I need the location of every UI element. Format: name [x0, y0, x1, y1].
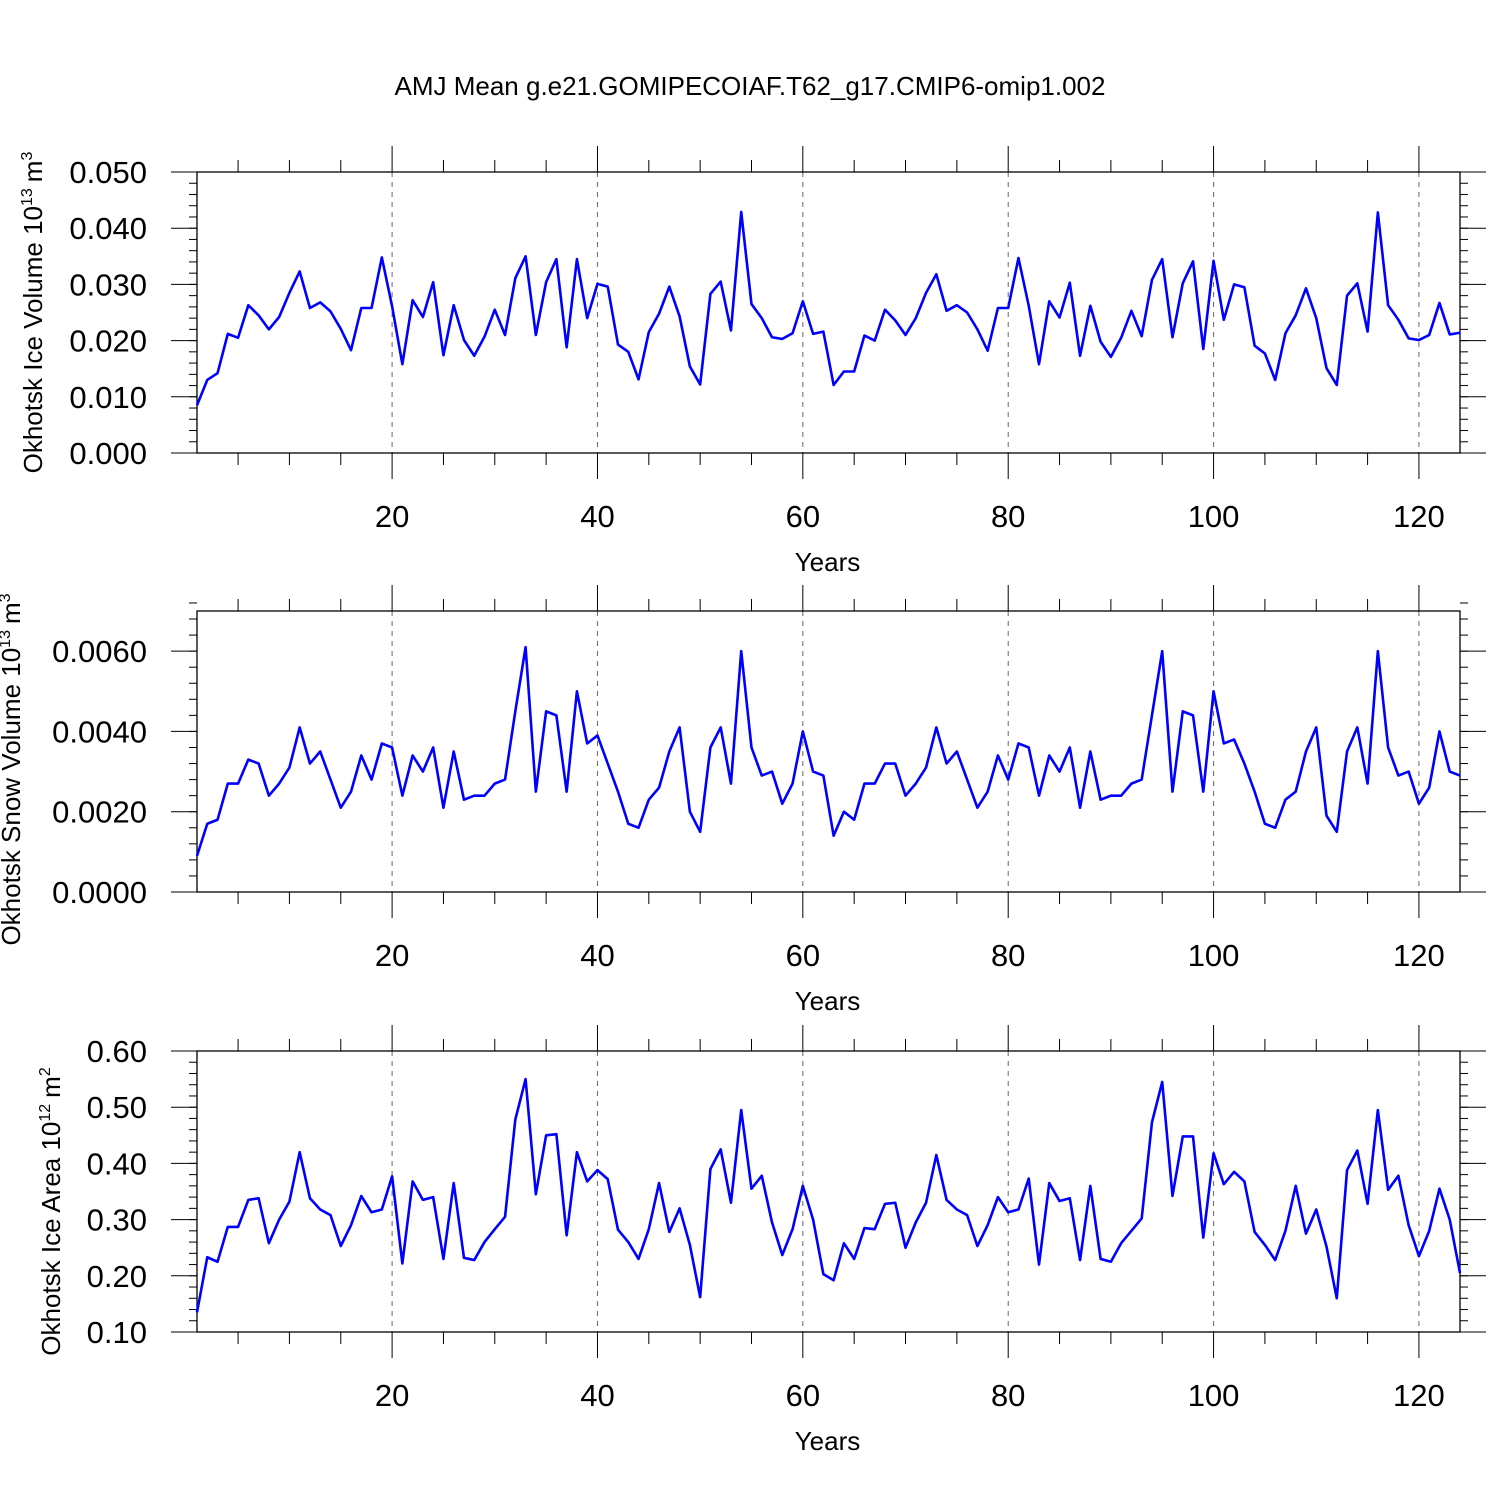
x-tick-label: 100 [1188, 499, 1240, 534]
series-line [195, 1077, 1462, 1313]
y-tick-label: 0.0040 [52, 714, 147, 749]
x-tick-label: 80 [991, 938, 1025, 973]
y-axis-label-base: Okhotsk Snow Volume 10 [0, 648, 26, 946]
x-axis-label: Years [795, 547, 861, 577]
y-tick-label: 0.60 [87, 1034, 147, 1069]
y-tick-label: 0.030 [69, 267, 147, 302]
x-tick-label: 80 [991, 1378, 1025, 1413]
y-axis-label: Okhotsk Ice Area 1012 m2 [36, 1067, 66, 1356]
y-axis-label: Okhotsk Snow Volume 1013 m3 [0, 593, 26, 945]
plot-frame [196, 171, 1461, 454]
y-tick-label: 0.30 [87, 1203, 147, 1238]
y-tick-label: 0.20 [87, 1259, 147, 1294]
y-tick-label: 0.0060 [52, 634, 147, 669]
y-tick-label: 0.010 [69, 380, 147, 415]
x-tick-label: 120 [1393, 499, 1445, 534]
y-tick-label: 0.050 [69, 155, 147, 190]
x-tick-label: 120 [1393, 1378, 1445, 1413]
y-tick-label: 0.0020 [52, 795, 147, 830]
y-axis-label-unit-exponent: 3 [0, 593, 14, 602]
y-tick-label: 0.020 [69, 324, 147, 359]
y-tick-label: 0.50 [87, 1090, 147, 1125]
y-axis-label-unit: m [36, 1076, 66, 1098]
panel-3: 0.10 0.20 0.30 0.40 0.50 0.60 20 40 60 80 100 120 Ye… [36, 1025, 1486, 1456]
x-tick-label: 60 [786, 1378, 820, 1413]
figure-title: AMJ Mean g.e21.GOMIPECOIAF.T62_g17.CMIP6… [395, 71, 1106, 101]
y-axis-label-exponent: 13 [0, 630, 14, 648]
x-tick-label: 100 [1188, 1378, 1240, 1413]
y-tick-label: 0.0000 [52, 875, 147, 910]
x-tick-label: 40 [580, 1378, 614, 1413]
x-axis-label: Years [795, 1426, 861, 1456]
panel-2: 0.0000 0.0020 0.0040 0.0060 20 40 60 80 100 120 Ye… [0, 585, 1486, 1016]
y-axis-label-unit-exponent: 3 [19, 152, 36, 161]
x-axis-label: Years [795, 986, 861, 1016]
y-axis-label: Okhotsk Ice Volume 1013 m3 [18, 152, 48, 474]
panel-1: 0.000 0.010 0.020 0.030 0.040 0.050 20 40 60 80 10… [18, 146, 1486, 577]
y-axis-label-unit: m [0, 602, 26, 624]
x-tick-label: 20 [375, 499, 409, 534]
x-tick-label: 60 [786, 499, 820, 534]
x-tick-label: 100 [1188, 938, 1240, 973]
y-tick-label: 0.040 [69, 211, 147, 246]
series-line [195, 210, 1461, 406]
x-tick-label: 40 [580, 938, 614, 973]
x-tick-label: 60 [786, 938, 820, 973]
y-tick-label: 0.000 [69, 436, 147, 471]
y-tick-label: 0.10 [87, 1315, 147, 1350]
x-tick-label: 40 [580, 499, 614, 534]
y-axis-label-base: Okhotsk Ice Area 10 [36, 1122, 66, 1356]
x-tick-label: 20 [375, 1378, 409, 1413]
series-line [195, 645, 1461, 857]
y-axis-label-base: Okhotsk Ice Volume 10 [18, 206, 48, 473]
plot-frame [196, 610, 1461, 893]
panels-group: 0.000 0.010 0.020 0.030 0.040 0.050 20 40 60 80 10… [0, 146, 1486, 1456]
y-axis-label-unit: m [18, 161, 48, 183]
y-axis-label-unit-exponent: 2 [37, 1067, 54, 1076]
x-tick-label: 80 [991, 499, 1025, 534]
y-axis-label-exponent: 13 [19, 188, 36, 206]
plot-frame [196, 1050, 1461, 1333]
y-tick-label: 0.40 [87, 1146, 147, 1181]
x-tick-label: 20 [375, 938, 409, 973]
x-tick-label: 120 [1393, 938, 1445, 973]
y-axis-label-exponent: 12 [37, 1104, 54, 1122]
